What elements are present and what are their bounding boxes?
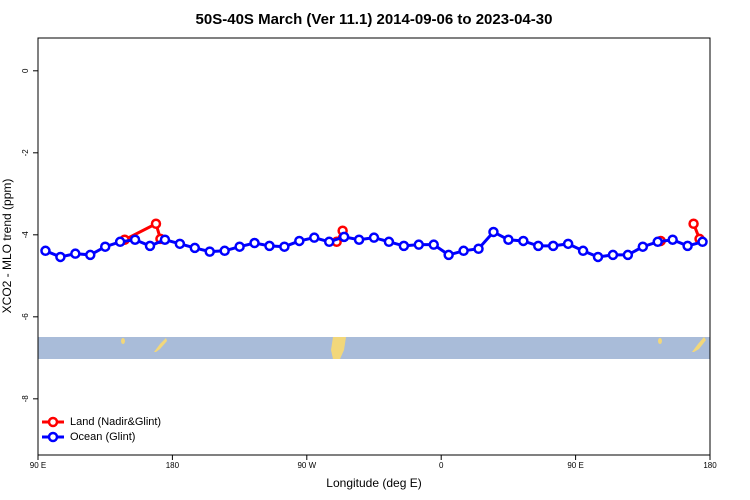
- point: [488, 226, 499, 238]
- point: [70, 248, 81, 259]
- point: [547, 240, 559, 252]
- point: [159, 234, 171, 245]
- point: [174, 238, 186, 250]
- legend-marker: [47, 416, 59, 428]
- point: [607, 249, 619, 261]
- x-tick-label: 180: [166, 461, 180, 470]
- point: [264, 240, 275, 252]
- point: [204, 246, 215, 257]
- x-tick-label: 90 W: [297, 461, 316, 470]
- plot-frame: [37, 37, 711, 456]
- legend: Land (Nadir&Glint) Ocean (Glint): [42, 416, 161, 443]
- point: [637, 241, 649, 252]
- point: [622, 249, 634, 261]
- point: [682, 240, 693, 252]
- point: [503, 234, 514, 245]
- legend-marker: [47, 431, 59, 443]
- series-line: [123, 221, 701, 243]
- point: [294, 235, 305, 247]
- point: [85, 249, 96, 261]
- point: [219, 245, 230, 257]
- point: [667, 234, 678, 245]
- legend-label: Ocean (Glint): [70, 431, 135, 443]
- point: [458, 245, 469, 257]
- y-tick-label: -4: [21, 231, 30, 239]
- point: [398, 240, 410, 252]
- point: [562, 238, 574, 250]
- point: [338, 231, 350, 243]
- y-tick-label: -2: [21, 149, 30, 157]
- point: [443, 249, 454, 261]
- point: [55, 251, 66, 263]
- point: [309, 232, 320, 243]
- x-tick-label: 180: [703, 461, 717, 470]
- land-map-strip: [38, 337, 710, 359]
- point: [234, 241, 245, 252]
- point: [413, 239, 425, 250]
- point: [368, 232, 380, 243]
- point: [473, 243, 484, 255]
- point: [533, 240, 544, 252]
- legend-label: Land (Nadir&Glint): [70, 416, 161, 428]
- point: [697, 236, 708, 248]
- point: [323, 236, 335, 248]
- point: [592, 251, 604, 263]
- x-tick-label: 0: [439, 461, 444, 470]
- point: [353, 234, 365, 245]
- y-tick-label: -6: [21, 313, 30, 321]
- x-tick-label: 90 E: [567, 461, 583, 470]
- point: [383, 236, 395, 248]
- point: [577, 245, 589, 257]
- x-tick-label: 90 E: [30, 461, 46, 470]
- point: [129, 234, 141, 245]
- chart-title: 50S-40S March (Ver 11.1) 2014-09-06 to 2…: [196, 11, 553, 28]
- point: [189, 242, 201, 254]
- point: [40, 245, 51, 257]
- y-axis-label: XCO2 - MLO trend (ppm): [0, 179, 14, 314]
- point: [114, 236, 126, 248]
- point: [144, 240, 156, 252]
- point: [249, 237, 260, 249]
- x-axis-label: Longitude (deg E): [326, 476, 421, 490]
- y-tick-label: -8: [21, 395, 30, 403]
- point: [428, 239, 439, 250]
- point: [688, 218, 699, 229]
- point: [99, 241, 111, 252]
- y-tick-label: 0: [21, 68, 30, 73]
- point: [518, 235, 529, 247]
- point: [652, 236, 663, 248]
- point: [150, 218, 162, 229]
- point: [279, 241, 290, 252]
